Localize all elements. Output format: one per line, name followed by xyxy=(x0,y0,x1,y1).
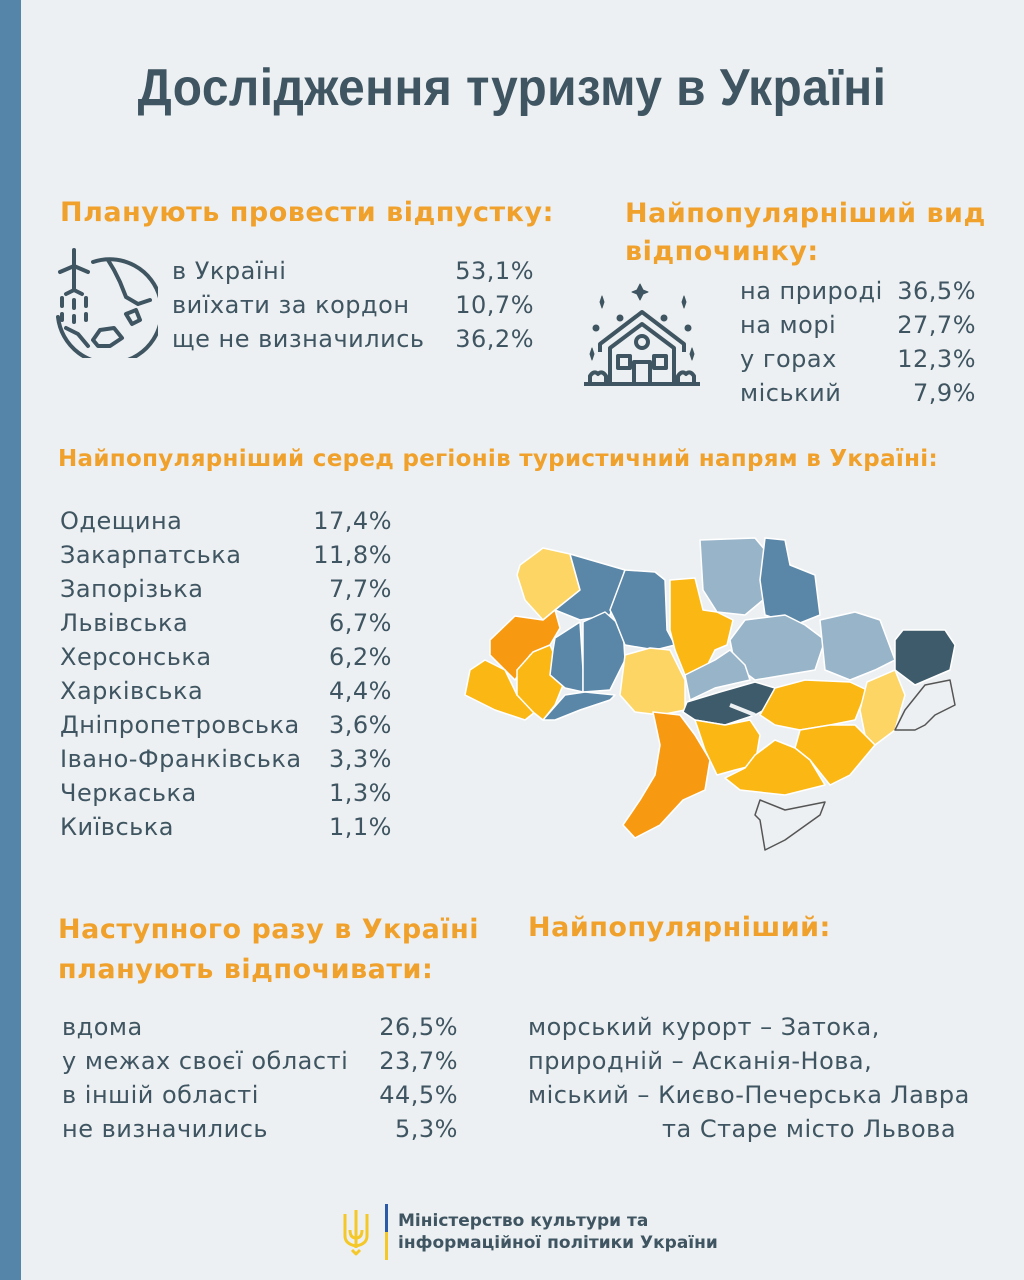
regions-heading: Найпопулярніший серед регіонів туристичн… xyxy=(58,446,938,472)
house-icon xyxy=(580,282,704,390)
flag-divider xyxy=(385,1204,388,1260)
list-item: Івано-Франківська 3,3% xyxy=(60,745,392,773)
rest-type-list: на природі 36,5% на морі 27,7% у горах 12,3… xyxy=(740,274,976,410)
list-item: Київська 1,1% xyxy=(60,813,392,841)
most-popular-list: морський курорт – Затока, природній – Ас… xyxy=(528,1010,970,1146)
most-popular-heading: Найпопулярніший: xyxy=(528,912,831,943)
trident-icon xyxy=(342,1208,370,1256)
vacation-plans-heading: Планують провести відпустку: xyxy=(60,197,554,228)
next-time-heading: Наступного разу в Україні планують відпо… xyxy=(58,914,480,985)
list-item: Дніпропетровська 3,6% xyxy=(60,711,392,739)
rest-type-heading: Найпопулярніший вид відпочинку: xyxy=(625,198,986,267)
list-item: у межах своєї області 23,7% xyxy=(62,1047,458,1075)
list-item: Запорізька 7,7% xyxy=(60,575,392,603)
regions-list: Одещина 17,4% Закарпатська 11,8% Запорізьк… xyxy=(60,504,392,844)
list-item: на природі 36,5% xyxy=(740,277,976,305)
list-item: Одещина 17,4% xyxy=(60,507,392,535)
ukraine-regions-map xyxy=(455,520,975,870)
list-item: в Україні 53,1% xyxy=(172,257,534,285)
list-item: міський 7,9% xyxy=(740,379,976,407)
list-item: морський курорт – Затока, xyxy=(528,1013,880,1041)
list-item: ще не визначились 36,2% xyxy=(172,325,534,353)
list-item: міський – Києво-Печерська Лавра xyxy=(528,1081,970,1109)
list-item: Херсонська 6,2% xyxy=(60,643,392,671)
list-item: в іншій області 44,5% xyxy=(62,1081,458,1109)
list-item: Черкаська 1,3% xyxy=(60,779,392,807)
list-item: Закарпатська 11,8% xyxy=(60,541,392,569)
airplane-globe-icon xyxy=(38,242,158,358)
list-item: виїхати за кордон 10,7% xyxy=(172,291,534,319)
list-item: вдома 26,5% xyxy=(62,1013,458,1041)
list-item: у горах 12,3% xyxy=(740,345,976,373)
list-item: Харківська 4,4% xyxy=(60,677,392,705)
list-item: Львівська 6,7% xyxy=(60,609,392,637)
list-item: не визначились 5,3% xyxy=(62,1115,458,1143)
side-accent-bar xyxy=(0,0,21,1280)
vacation-plans-list: в Україні 53,1% виїхати за кордон 10,7% ще… xyxy=(172,254,534,356)
list-item: та Старе місто Львова xyxy=(662,1115,957,1143)
next-time-list: вдома 26,5% у межах своєї області 23,7% в … xyxy=(62,1010,458,1146)
list-item: на морі 27,7% xyxy=(740,311,976,339)
ministry-name: Міністерство культури та інформаційної п… xyxy=(398,1211,718,1253)
list-item: природній – Асканія-Нова, xyxy=(528,1047,873,1075)
page-title: Дослідження туризму в Україні xyxy=(137,59,887,117)
